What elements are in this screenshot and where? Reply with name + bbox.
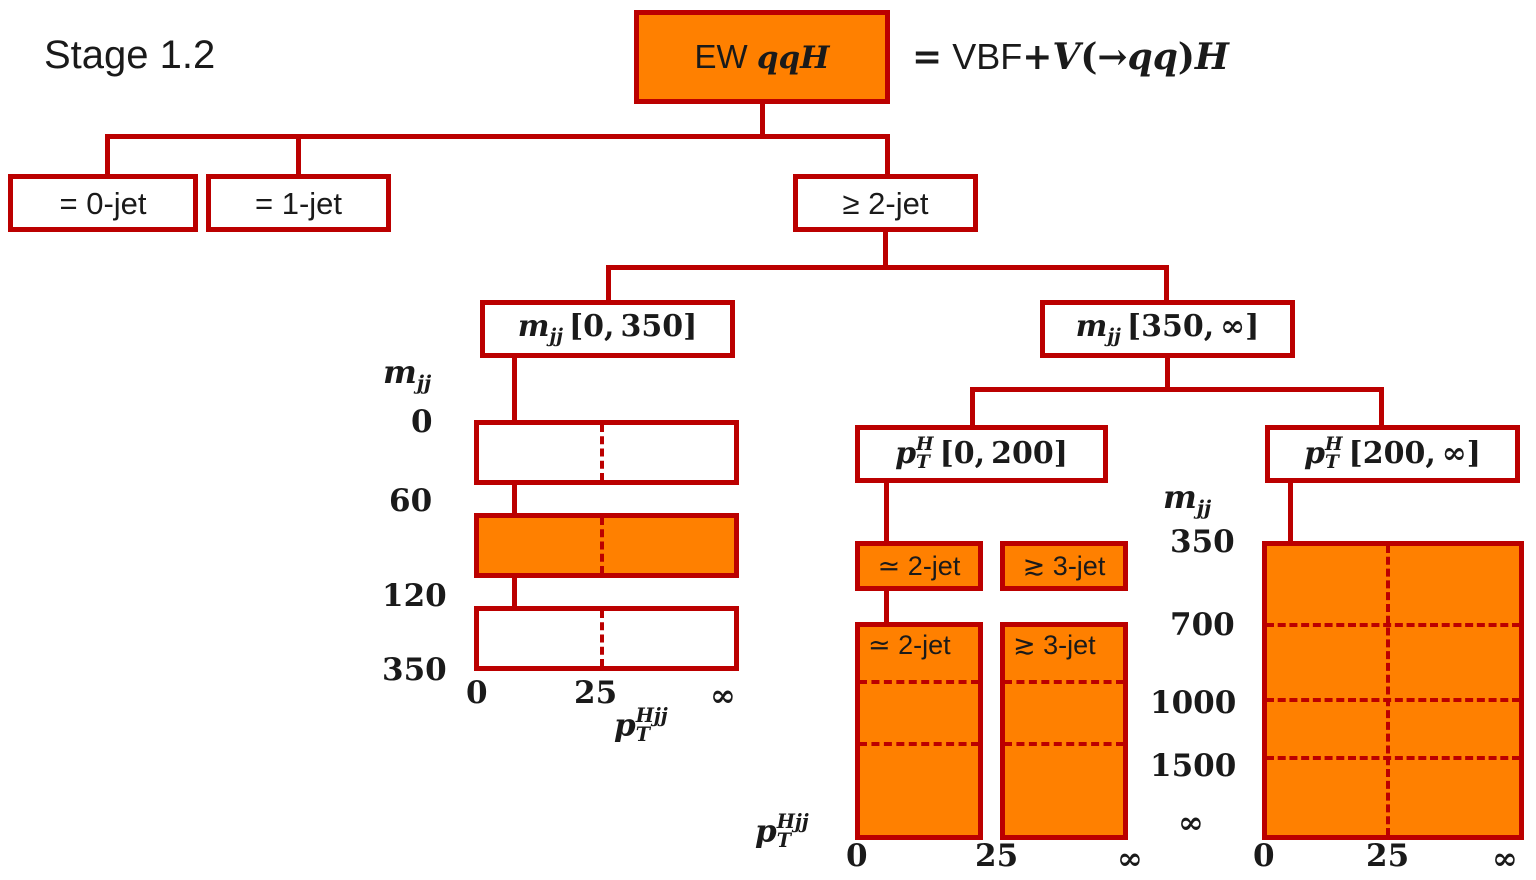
right-grid-hdivider-700 (1266, 623, 1520, 627)
node-0-jet[interactable]: = 0-jet (8, 174, 198, 232)
mid-grid-label-2jet-upper-text: ≃ 2-jet (877, 550, 961, 581)
mid-grid-column-2jet-divider-1 (859, 680, 979, 684)
mid-grid-column-3jet-divider-1 (1004, 680, 1124, 684)
right-grid-ytick-1500: 1500 (1150, 748, 1237, 784)
left-grid-cell-120-350-divider (600, 610, 604, 667)
node-mjj-low-label: mjj [0, 350] (517, 308, 698, 347)
connector-to-mjj-high (1164, 265, 1169, 301)
connector-to-2jet (885, 134, 890, 174)
right-grid-hdivider-1500 (1266, 756, 1520, 760)
right-grid-hdivider-1000 (1266, 698, 1520, 702)
mid-grid-label-2jet-upper[interactable]: ≃ 2-jet (855, 541, 983, 591)
connector-rightgrid-spine (1288, 483, 1293, 541)
connector-to-pth-high (1379, 387, 1384, 426)
left-grid-cell-0-60-divider (600, 424, 604, 481)
mid-grid-column-3jet-label: ≳ 3-jet (1013, 630, 1096, 660)
mid-grid-xtick-25: 25 (975, 838, 1019, 874)
mid-grid-column-2jet-label: ≃ 2-jet (868, 630, 951, 660)
left-grid-ytick-350: 350 (382, 652, 447, 688)
mid-grid-column-2jet-divider-2 (859, 742, 979, 746)
node-1-jet[interactable]: = 1-jet (206, 174, 391, 232)
page-title: Stage 1.2 (44, 33, 216, 77)
node-2-jet[interactable]: ≥ 2-jet (793, 174, 978, 232)
node-mjj-high[interactable]: mjj [350, ∞] (1040, 300, 1295, 358)
connector-level3-bus (970, 387, 1384, 392)
right-grid-ytick-350: 350 (1170, 524, 1235, 560)
connector-leftgrid-gap2 (512, 578, 517, 606)
right-grid-panel[interactable] (1262, 541, 1524, 840)
mid-grid-xtick-0: 0 (846, 838, 868, 874)
header-equation: = VBF+V(→qq)H (912, 36, 1229, 78)
connector-midgrid-gap (884, 590, 889, 622)
left-grid-ytick-120: 120 (382, 578, 447, 614)
node-mjj-high-label: mjj [350, ∞] (1075, 308, 1260, 347)
left-grid-ylabel: mjj (383, 353, 432, 395)
connector-to-1jet (296, 134, 301, 174)
right-grid-ylabel: mjj (1163, 478, 1212, 520)
right-grid-xtick-inf: ∞ (1492, 841, 1518, 877)
mid-grid-column-3jet[interactable]: ≳ 3-jet (1000, 622, 1128, 840)
left-grid-cell-0-60[interactable] (474, 420, 739, 485)
mid-grid-label-3jet-upper[interactable]: ≳ 3-jet (1000, 541, 1128, 591)
node-mjj-low[interactable]: mjj [0, 350] (480, 300, 735, 358)
left-grid-cell-60-120[interactable] (474, 513, 739, 578)
left-grid-ytick-0: 0 (411, 404, 433, 440)
right-grid-ytick-1000: 1000 (1150, 685, 1237, 721)
node-ew-qqh[interactable]: EW qqH (634, 10, 890, 104)
right-grid-ytick-inf: ∞ (1178, 805, 1204, 841)
left-grid-cell-120-350[interactable] (474, 606, 739, 671)
connector-leftgrid-spine (512, 358, 517, 420)
connector-leftgrid-gap1 (512, 485, 517, 513)
left-grid-cell-60-120-divider (600, 517, 604, 574)
left-grid-xlabel: p Hjj T (614, 704, 668, 746)
right-grid-vdivider-25 (1386, 545, 1390, 836)
left-grid-xtick-25: 25 (574, 675, 618, 711)
mid-grid-xlabel: p Hjj T (755, 810, 809, 852)
connector-to-pth-low (970, 387, 975, 426)
left-grid-ytick-60: 60 (389, 483, 433, 519)
connector-2jet-down (883, 232, 888, 268)
mid-grid-xtick-inf: ∞ (1117, 841, 1143, 877)
node-2-jet-label: ≥ 2-jet (842, 185, 929, 221)
node-ew-qqh-label: EW qqH (694, 38, 830, 76)
left-grid-xtick-0: 0 (466, 675, 488, 711)
mid-grid-column-3jet-divider-2 (1004, 742, 1124, 746)
node-1-jet-label: = 1-jet (254, 185, 343, 221)
connector-level2-bus (606, 265, 1169, 270)
mid-grid-column-2jet[interactable]: ≃ 2-jet (855, 622, 983, 840)
left-grid-xtick-inf: ∞ (710, 678, 736, 714)
connector-mjjhigh-down (1165, 358, 1170, 390)
connector-level1-bus (105, 134, 890, 139)
right-grid-xtick-0: 0 (1253, 838, 1275, 874)
mid-grid-label-3jet-upper-text: ≳ 3-jet (1022, 550, 1106, 581)
connector-to-mjj-low (606, 265, 611, 301)
right-grid-xtick-25: 25 (1366, 838, 1410, 874)
connector-to-0jet (105, 134, 110, 174)
right-grid-ytick-700: 700 (1170, 607, 1235, 643)
node-0-jet-label: = 0-jet (59, 185, 147, 221)
connector-midgrid-spine (884, 483, 889, 541)
connector-ew-down (760, 104, 765, 138)
